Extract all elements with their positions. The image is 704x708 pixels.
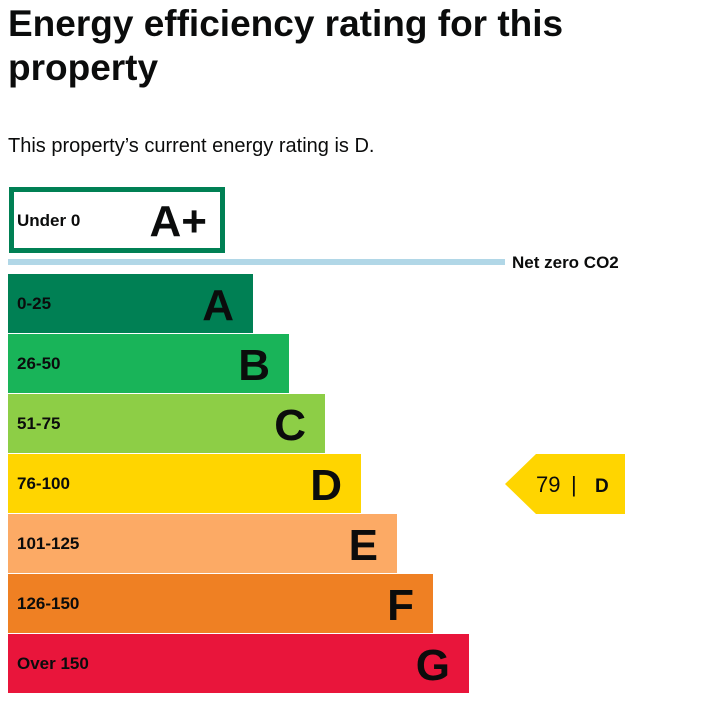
- net-zero-label: Net zero CO2: [512, 253, 619, 272]
- band-e-letter: E: [349, 521, 378, 570]
- band-a-bar: [8, 274, 253, 333]
- band-aplus-letter: A+: [150, 197, 207, 246]
- band-c-letter: C: [274, 401, 306, 450]
- band-f-letter: F: [387, 581, 414, 630]
- net-zero-line: [8, 259, 505, 265]
- band-aplus-box: [9, 187, 225, 253]
- band-d-letter: D: [310, 461, 342, 510]
- current-rating-letter: D: [595, 476, 609, 497]
- current-rating-arrow: [505, 454, 625, 514]
- current-rating-score: 79: [536, 472, 560, 497]
- band-d-bar: [8, 454, 361, 513]
- band-d-range: 76-100: [17, 474, 70, 493]
- band-g-range: Over 150: [17, 654, 89, 673]
- band-b-letter: B: [238, 341, 270, 390]
- current-rating-text: This property’s current energy rating is…: [8, 135, 375, 157]
- band-aplus-range: Under 0: [17, 211, 80, 230]
- band-g-bar: [8, 634, 469, 693]
- page-title: Energy efficiency rating for this proper…: [8, 3, 564, 88]
- band-c-range: 51-75: [17, 414, 60, 433]
- band-e-bar: [8, 514, 397, 573]
- band-b-range: 26-50: [17, 354, 60, 373]
- band-a-range: 0-25: [17, 294, 51, 313]
- current-rating-separator: |: [571, 472, 577, 497]
- band-a-letter: A: [202, 281, 234, 330]
- band-e-range: 101-125: [17, 534, 79, 553]
- band-f-bar: [8, 574, 433, 633]
- band-b-bar: [8, 334, 289, 393]
- band-g-letter: G: [416, 641, 450, 690]
- band-c-bar: [8, 394, 325, 453]
- band-f-range: 126-150: [17, 594, 79, 613]
